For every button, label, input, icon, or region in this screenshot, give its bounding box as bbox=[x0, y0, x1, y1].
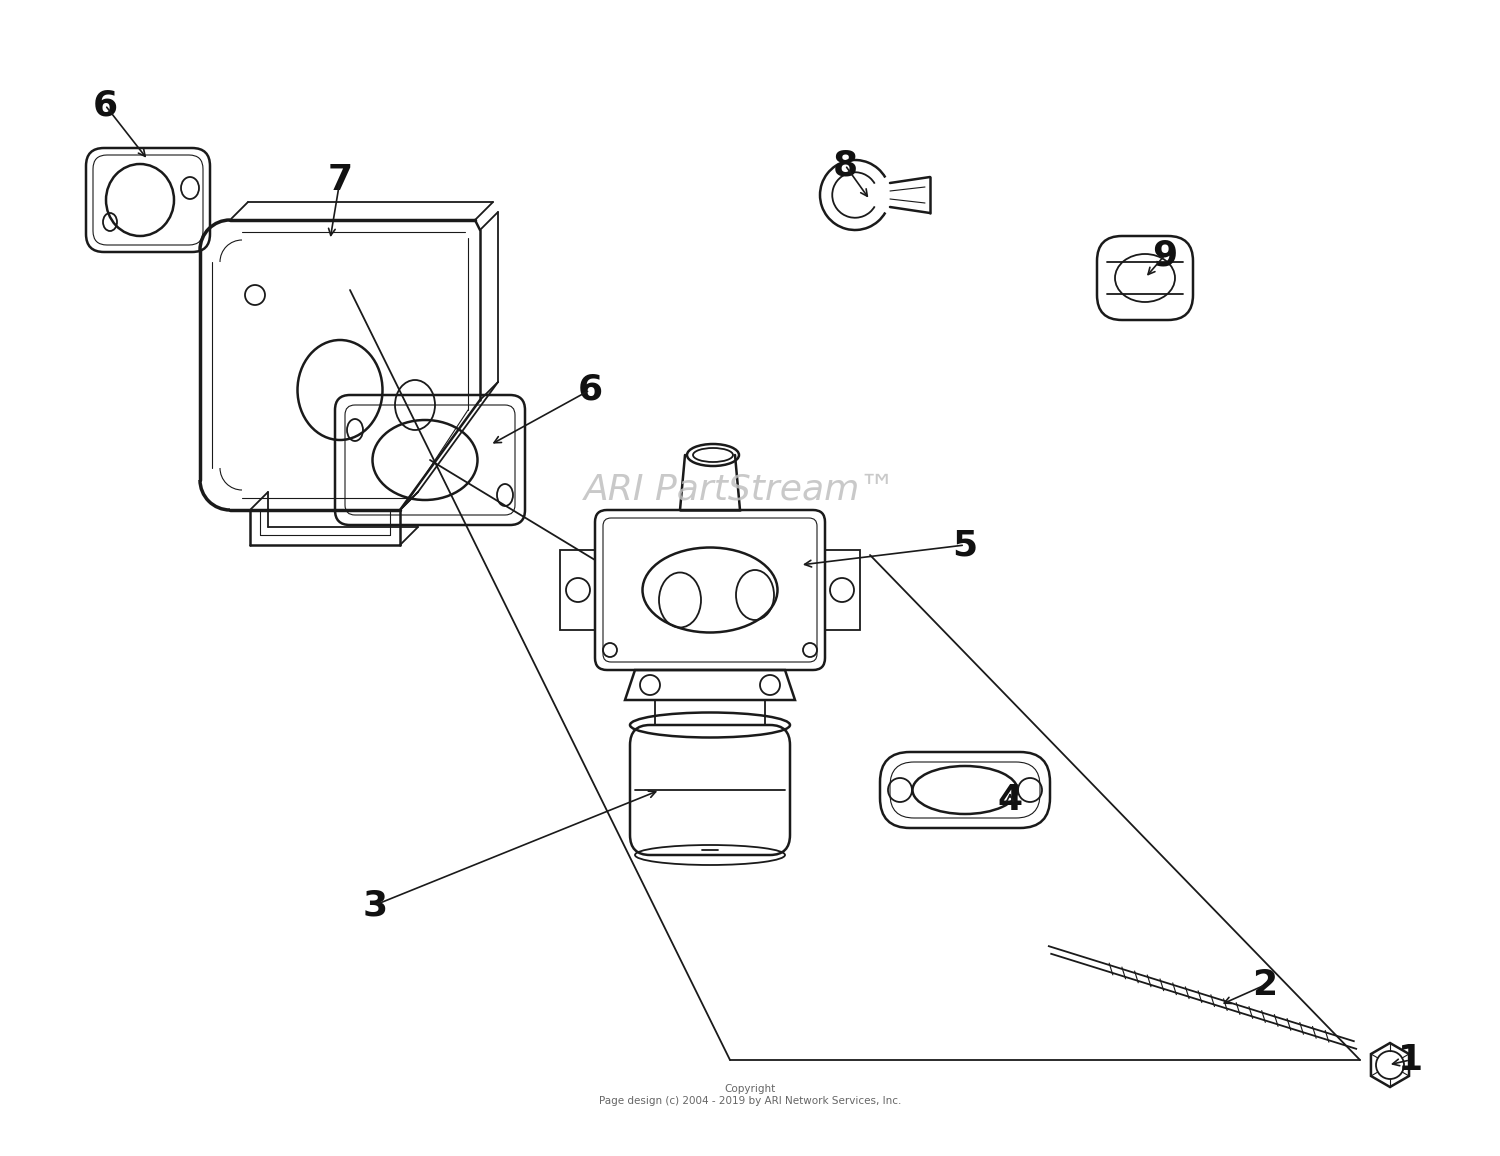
Text: 1: 1 bbox=[1398, 1043, 1422, 1077]
Text: 8: 8 bbox=[833, 148, 858, 181]
Text: 7: 7 bbox=[327, 163, 352, 197]
Text: ARI PartStream™: ARI PartStream™ bbox=[584, 473, 897, 507]
Text: 4: 4 bbox=[998, 783, 1023, 817]
Text: 6: 6 bbox=[93, 88, 117, 123]
Text: 6: 6 bbox=[578, 373, 603, 407]
Text: 9: 9 bbox=[1152, 238, 1178, 272]
Text: Copyright
Page design (c) 2004 - 2019 by ARI Network Services, Inc.: Copyright Page design (c) 2004 - 2019 by… bbox=[598, 1084, 902, 1106]
Text: 2: 2 bbox=[1252, 968, 1278, 1002]
Text: 3: 3 bbox=[363, 888, 387, 922]
Text: 5: 5 bbox=[952, 528, 978, 562]
